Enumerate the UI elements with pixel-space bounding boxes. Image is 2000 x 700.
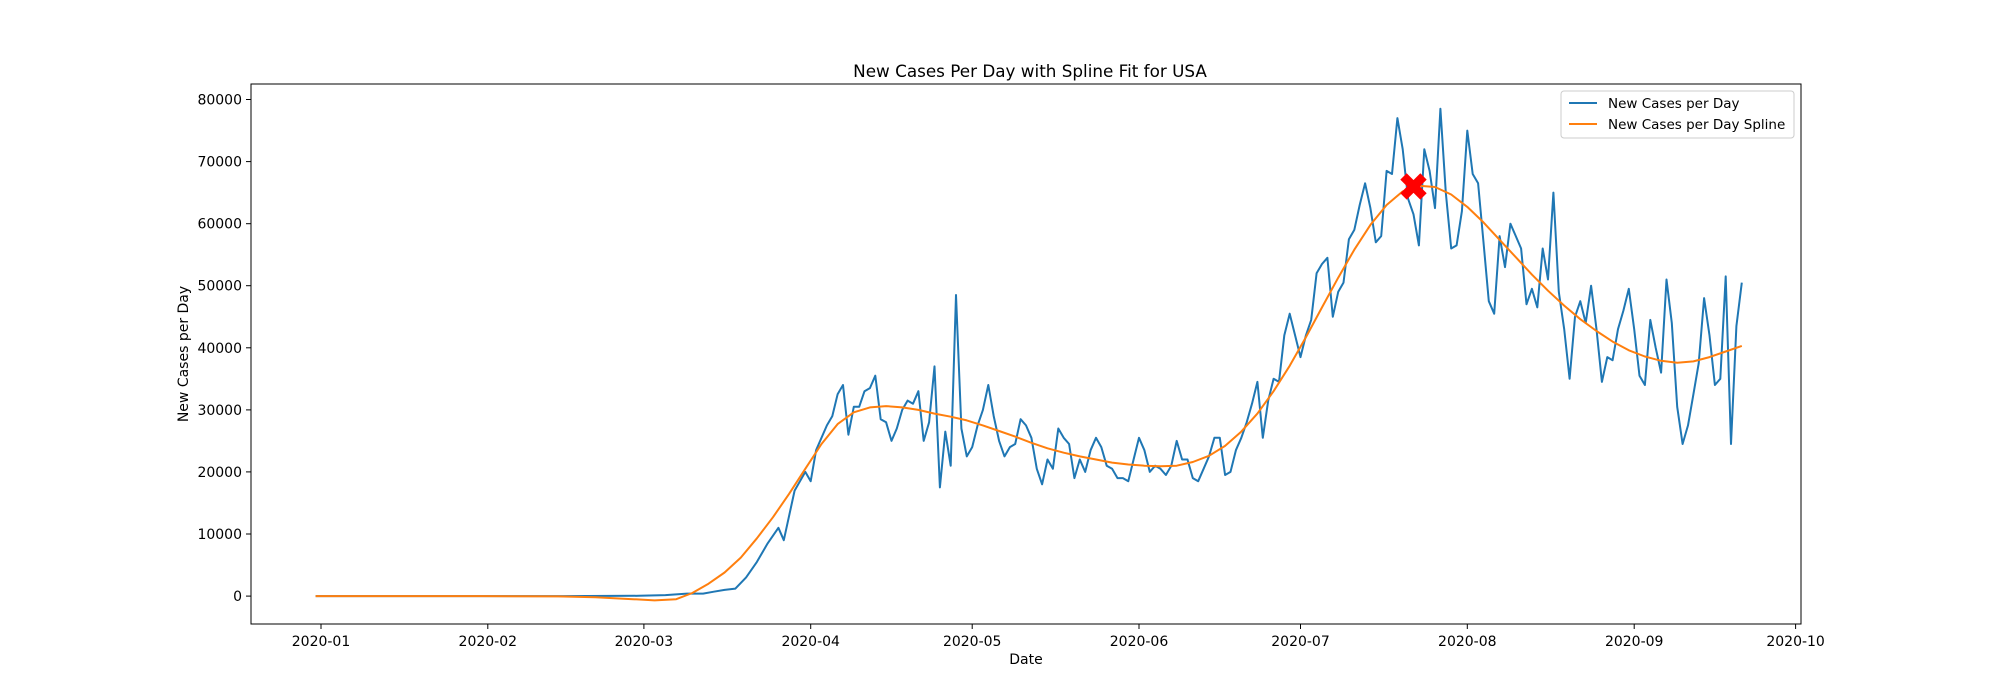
x-axis-title: Date — [1009, 652, 1042, 668]
x-tick-label: 2020-10 — [1766, 634, 1825, 650]
legend: New Cases per Day New Cases per Day Spli… — [1560, 90, 1795, 139]
chart-title: New Cases Per Day with Spline Fit for US… — [853, 61, 1207, 81]
y-tick-label: 0 — [233, 589, 242, 605]
y-tick-label: 60000 — [197, 217, 242, 233]
y-tick-label: 30000 — [197, 403, 242, 419]
x-tick-label: 2020-05 — [943, 634, 1002, 650]
x-tick-label: 2020-04 — [781, 634, 840, 650]
peak-marker — [1400, 173, 1427, 200]
legend-box — [1560, 90, 1795, 139]
y-tick-label: 70000 — [197, 155, 242, 171]
y-tick-label: 40000 — [197, 341, 242, 357]
y-axis-title: New Cases per Day — [176, 286, 192, 422]
x-tick-label: 2020-02 — [459, 634, 518, 650]
y-tick-label: 20000 — [197, 465, 242, 481]
x-tick-label: 2020-03 — [615, 634, 674, 650]
y-axis: 0 10000 20000 30000 40000 50000 60000 70000 8000… — [197, 93, 251, 605]
x-tick-label: 2020-06 — [1110, 634, 1169, 650]
y-tick-label: 50000 — [197, 279, 242, 295]
x-tick-label: 2020-07 — [1271, 634, 1330, 650]
series-line-spline — [315, 184, 1743, 602]
legend-label-new-cases: New Cases per Day — [1608, 96, 1739, 112]
x-tick-label: 2020-08 — [1438, 634, 1497, 650]
plot-frame — [250, 83, 1802, 625]
y-tick-label: 80000 — [197, 93, 242, 109]
x-tick-label: 2020-09 — [1605, 634, 1664, 650]
legend-label-spline: New Cases per Day Spline — [1608, 117, 1785, 133]
x-axis: 2020-01 2020-02 2020-03 2020-04 2020-05 2020-… — [292, 624, 1825, 650]
y-tick-label: 10000 — [197, 527, 242, 543]
series-line-new-cases — [315, 107, 1743, 598]
x-tick-label: 2020-01 — [292, 634, 351, 650]
